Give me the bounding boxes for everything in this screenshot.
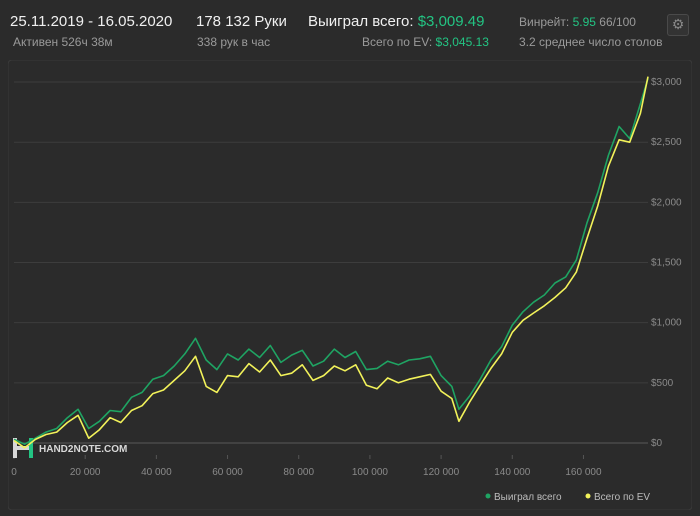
hands-per-hour: 338 рук в час: [197, 35, 271, 49]
logo-mark-bar: [17, 446, 29, 450]
y-tick-label: $1,500: [651, 258, 682, 269]
y-tick-label: $1,000: [651, 318, 682, 329]
stats-header: 25.11.2019 - 16.05.2020 Активен 526ч 38м…: [0, 0, 700, 52]
avg-tables: 3.2 среднее число столов: [519, 35, 663, 49]
winrate: Винрейт: 5.95 66/100: [519, 15, 636, 29]
x-tick-label: 140 000: [494, 467, 531, 478]
grid: [14, 81, 648, 444]
won-value: $3,009.49: [417, 13, 485, 30]
ev-value: $3,045.13: [435, 35, 489, 49]
date-range: 25.11.2019 - 16.05.2020: [10, 13, 173, 30]
logo-mark-right: [29, 438, 33, 458]
y-axis: $0 $500 $1,000 $1,500 $2,000 $2,500 $3,000: [651, 77, 682, 449]
x-tick-label: 100 000: [352, 467, 389, 478]
ev-series-line: [13, 76, 649, 449]
ev-total: Всего по EV: $3,045.13: [362, 35, 489, 49]
winrate-suffix: 66/100: [599, 15, 636, 29]
legend-dot-won: [485, 493, 491, 499]
won-total: Выиграл всего: $3,009.49: [308, 13, 484, 30]
winrate-label: Винрейт:: [519, 15, 570, 29]
y-tick-label: $2,000: [651, 197, 682, 208]
legend-label-ev: Всего по EV: [594, 492, 650, 503]
won-label: Выиграл всего:: [308, 13, 414, 30]
y-tick-label: $3,000: [651, 77, 682, 88]
x-axis: 0 20 000 40 000 60 000 80 000 100 000 120 000 1…: [11, 455, 602, 478]
x-tick-label: 0: [11, 467, 17, 478]
hands-count: 178 132 Руки: [196, 13, 287, 30]
series: [13, 76, 649, 449]
gear-icon[interactable]: ⚙: [667, 14, 689, 36]
x-tick-label: 40 000: [141, 467, 172, 478]
logo-text: HAND2NOTE.COM: [39, 444, 127, 455]
x-tick-label: 120 000: [423, 467, 460, 478]
winrate-value: 5.95: [572, 15, 596, 29]
y-tick-label: $0: [651, 438, 663, 449]
bankroll-chart: 0 20 000 40 000 60 000 80 000 100 000 120 000 1…: [7, 59, 693, 511]
chart-panel: 0 20 000 40 000 60 000 80 000 100 000 120 000 1…: [7, 59, 693, 511]
x-tick-label: 60 000: [212, 467, 243, 478]
active-time: Активен 526ч 38м: [13, 35, 113, 49]
won-series-line: [13, 78, 649, 445]
y-tick-label: $2,500: [651, 137, 682, 148]
x-tick-label: 20 000: [70, 467, 101, 478]
hand2note-logo: HAND2NOTE.COM: [13, 438, 127, 458]
x-tick-label: 80 000: [283, 467, 314, 478]
x-tick-label: 160 000: [565, 467, 602, 478]
y-tick-label: $500: [651, 378, 674, 389]
ev-label: Всего по EV:: [362, 35, 433, 49]
legend-dot-ev: [585, 493, 591, 499]
legend-label-won: Выиграл всего: [494, 492, 562, 503]
legend: Выиграл всего Всего по EV: [485, 492, 650, 503]
logo-mark-left: [13, 438, 17, 458]
